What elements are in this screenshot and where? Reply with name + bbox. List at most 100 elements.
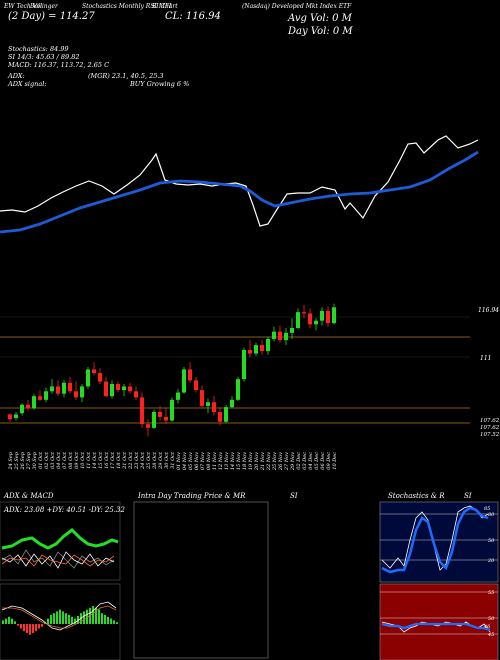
candle-body [32,396,36,409]
candle-body [212,402,216,412]
macd-bar [107,616,109,624]
macd-bar [32,624,34,633]
adx-row: ADX: (MGR) 23.1, 40.5, 25.3 [8,72,164,80]
macd-bar [17,624,19,626]
macd-bar [2,620,4,624]
macd-bar [65,613,67,624]
date-tick: 08 Oct [68,451,74,469]
date-tick: 26 Nov [278,452,284,471]
date-tick: 20 Nov [254,452,260,471]
date-tick: 14 Nov [230,452,236,470]
date-tick: 15 Oct [98,451,104,469]
adx-signal-row: ADX signal: BUY Growing 6 % [8,80,190,88]
date-tick: 07 Nov [200,452,206,470]
candle-body [170,399,174,421]
candle-body [104,381,108,397]
candle-body [254,345,258,354]
date-tick: 04 Dec [308,452,314,470]
date-tick: 05 Dec [314,452,320,470]
date-tick: 11 Nov [212,452,218,470]
macd-bar [110,618,112,624]
candle-body [146,424,150,428]
macd-bar [62,611,64,624]
price-label-111: 111 [480,355,491,362]
macd-bar [101,613,103,624]
date-tick: 25 Nov [272,452,278,471]
date-tick: 18 Nov [242,452,248,470]
macd-value: MACD: 116.37, 113.72, 2.65 C [8,61,110,69]
date-tick: 31 Oct [170,451,176,469]
candle-body [86,369,90,387]
close-price: CL: 116.94 [165,11,221,22]
date-tick: 28 Oct [152,451,158,470]
macd-bar [77,615,79,624]
date-tick: 02 Dec [296,452,302,470]
date-tick: 01 Nov [176,452,182,470]
header-stochastics: Stochastics Monthly RSI MFI [82,3,172,10]
date-tick: 07 Oct [62,451,68,469]
candle-body [20,404,24,414]
rsi-panel [379,583,499,660]
macd-bar [11,618,13,624]
date-tick: 30 Oct [164,451,170,469]
date-tick: 17 Oct [110,451,116,469]
macd-bar [71,616,73,624]
macd-bar [14,621,16,624]
candle-body [302,312,306,314]
candle-body [332,307,336,324]
macd-bar [20,624,22,629]
macd-bar [35,624,37,632]
candle-body [296,312,300,328]
candle-body [194,380,198,391]
moving-average-line [0,150,479,234]
rsi-tick-50: 50 [488,616,495,622]
date-tick: 29 Nov [290,452,296,471]
candle-body [284,332,288,341]
date-tick: 09 Oct [74,451,80,469]
candle-body [182,369,186,393]
intraday-title: Intra Day Trading Price & MR [138,492,246,500]
date-tick: 16 Oct [104,451,110,469]
date-tick: 22 Oct [128,451,134,470]
date-tick: 03 Oct [50,451,56,469]
macd-bar [116,622,118,624]
date-tick: 09 Dec [326,452,332,470]
date-tick: 19 Nov [248,452,254,470]
stoch-si: SI [464,492,472,500]
date-tick: 26 Sep [20,451,26,470]
candle-body [272,331,276,339]
candle-body [14,414,18,419]
candle-body [44,391,48,400]
candle-body [122,386,126,391]
candle-body [200,390,204,406]
price-line [0,135,479,227]
candle-body [314,320,318,325]
date-tick: 25 Sep [14,451,20,470]
date-tick: 27 Nov [284,452,290,471]
date-tick: 05 Nov [188,452,194,470]
avg-volume: Avg Vol: 0 M [288,13,352,24]
candle-body [308,313,312,325]
date-tick: 29 Oct [158,451,164,470]
candle-body [26,404,30,409]
header-description: (Nasdaq) Developed Mkt Index ETF [242,3,352,10]
macd-bar [41,624,43,627]
date-tick: 11 Oct [86,451,92,469]
date-tick: 13 Nov [224,452,230,470]
macd-bar [38,624,40,629]
candle-body [110,384,114,397]
main-chart: 116.94 111 107.62 107.62 107.52 24 Sep 25… [0,135,500,471]
candle-body [326,310,330,324]
date-tick: 23 Oct [134,451,140,470]
candle-body [50,386,54,392]
macd-bar [50,615,52,624]
candle-body [320,310,324,321]
macd-bar [68,615,70,624]
rsi-value: 46 [483,624,491,630]
stoch-tick-80: 80 [488,512,495,518]
date-tick: 08 Nov [206,452,212,470]
price-label-top: 116.94 [478,307,499,314]
date-tick: 10 Dec [332,452,338,470]
candle-body [206,402,210,406]
candle-body [62,382,66,394]
